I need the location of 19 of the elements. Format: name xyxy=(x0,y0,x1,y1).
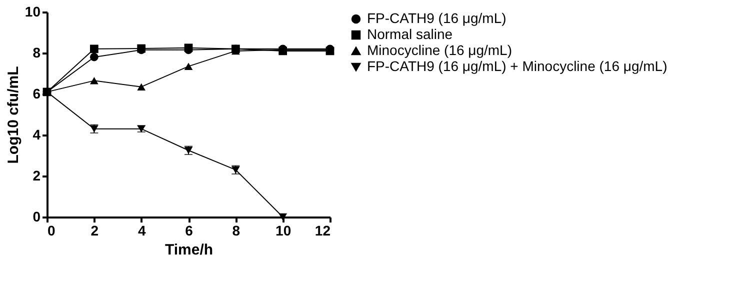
x-tick-label: 10 xyxy=(276,222,292,238)
x-tick-label: 4 xyxy=(138,222,146,238)
y-tick-label: 2 xyxy=(32,168,41,184)
x-axis-title: Time/h xyxy=(164,242,214,258)
legend-label: FP-CATH9 (16 μg/mL) + Minocycline (16 μg/mL) xyxy=(367,58,668,74)
y-tick-label: 8 xyxy=(32,44,41,60)
y-tick-label: 10 xyxy=(24,4,41,20)
legend-label: Normal saline xyxy=(367,26,453,42)
x-tick-label: 6 xyxy=(185,222,194,238)
x-tick-label: 2 xyxy=(90,222,99,238)
x-tick-label: 12 xyxy=(314,222,331,238)
y-tick-label: 6 xyxy=(32,86,41,102)
legend-label: Minocycline (16 μg/mL) xyxy=(367,42,512,58)
x-tick-label: 8 xyxy=(232,222,240,238)
x-tick-label: 0 xyxy=(48,222,56,238)
legend-label: FP-CATH9 (16 μg/mL) xyxy=(367,10,506,26)
y-axis-title: Log10 cfu/mL xyxy=(4,66,22,164)
y-tick-label: 0 xyxy=(32,208,41,224)
y-tick-label: 4 xyxy=(32,126,41,142)
